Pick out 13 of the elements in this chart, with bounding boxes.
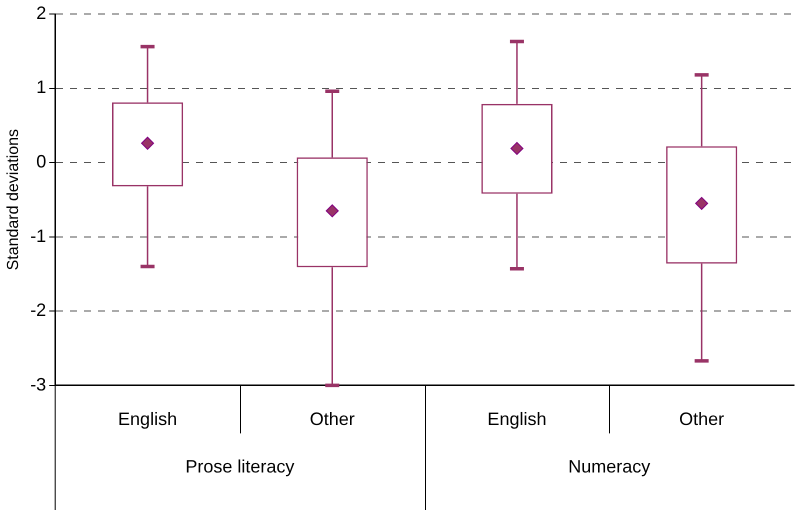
- x-tick-label: English: [487, 409, 546, 430]
- x-tick-label: English: [118, 409, 178, 430]
- text: Prose literacy: [185, 456, 294, 476]
- y-tick-label: 0: [36, 152, 46, 172]
- y-tick-label: 2: [36, 2, 46, 23]
- y-tick-label: -3: [30, 374, 46, 394]
- y-tick-label: 1: [36, 77, 46, 98]
- x-tick-label: Other: [679, 409, 724, 430]
- y-tick-label: -1: [30, 226, 46, 246]
- y-tick-label: -2: [30, 300, 46, 320]
- x-tick-label: Other: [310, 409, 355, 430]
- text: Numeracy: [568, 456, 650, 476]
- y-axis-title: Standard deviations: [5, 128, 22, 270]
